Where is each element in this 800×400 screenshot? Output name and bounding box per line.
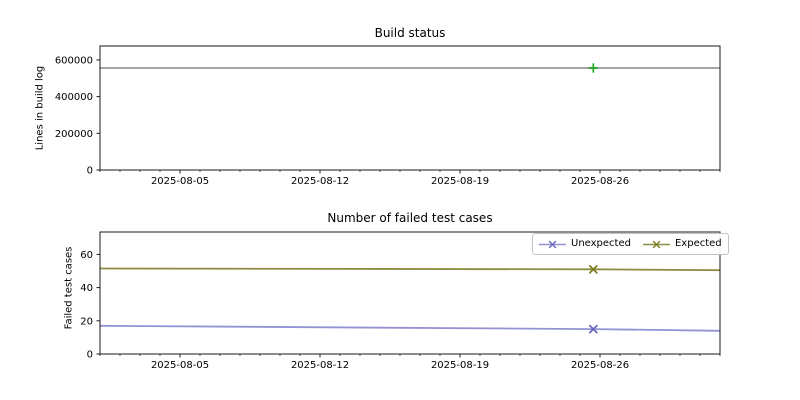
build-status-chart-title: Build status bbox=[374, 26, 446, 40]
x-tick-label: 2025-08-05 bbox=[151, 360, 209, 371]
x-marker-expected bbox=[588, 264, 598, 274]
legend-sample-x-marker bbox=[548, 240, 557, 248]
plot-border bbox=[99, 45, 721, 171]
failed-tests-y-axis-label: Failed test cases bbox=[63, 246, 75, 330]
failed-tests-chart-title: Number of failed test cases bbox=[327, 211, 493, 225]
build-status-y-axis-label: Lines in build log bbox=[34, 65, 46, 151]
x-marker-unexpected bbox=[588, 324, 598, 334]
x-tick-label: 2025-08-26 bbox=[571, 360, 629, 371]
plot-border bbox=[99, 231, 721, 355]
legend-label-expected: Expected bbox=[674, 238, 722, 249]
y-tick-label: 20 bbox=[80, 316, 93, 327]
expected-line-marker-icon bbox=[642, 240, 670, 248]
x-tick-label: 2025-08-12 bbox=[291, 176, 349, 187]
y-tick-label: 400000 bbox=[55, 92, 93, 103]
y-tick-label: 0 bbox=[87, 350, 93, 361]
x-tick-label: 2025-08-26 bbox=[571, 176, 629, 187]
legend: Unexpected Expected bbox=[532, 233, 729, 255]
y-tick-label: 200000 bbox=[55, 129, 93, 140]
legend-entry-expected: Expected bbox=[642, 238, 722, 250]
legend-label-unexpected: Unexpected bbox=[571, 238, 631, 249]
series-line-unexpected bbox=[99, 324, 721, 332]
x-tick-label: 2025-08-19 bbox=[431, 360, 489, 371]
x-tick-label: 2025-08-19 bbox=[431, 176, 489, 187]
y-tick-label: 0 bbox=[87, 166, 93, 177]
x-tick-label: 2025-08-05 bbox=[151, 176, 209, 187]
x-tick-label: 2025-08-12 bbox=[291, 360, 349, 371]
unexpected-line-marker-icon bbox=[539, 240, 566, 248]
legend-sample-x-marker bbox=[652, 240, 661, 248]
y-tick-label: 40 bbox=[80, 283, 93, 294]
y-tick-label: 60 bbox=[80, 250, 93, 261]
legend-entry-unexpected: Unexpected bbox=[539, 239, 631, 250]
y-tick-label: 600000 bbox=[55, 55, 93, 66]
series-line-expected bbox=[99, 267, 721, 272]
plus-marker-lines-in-build-log bbox=[588, 63, 599, 73]
